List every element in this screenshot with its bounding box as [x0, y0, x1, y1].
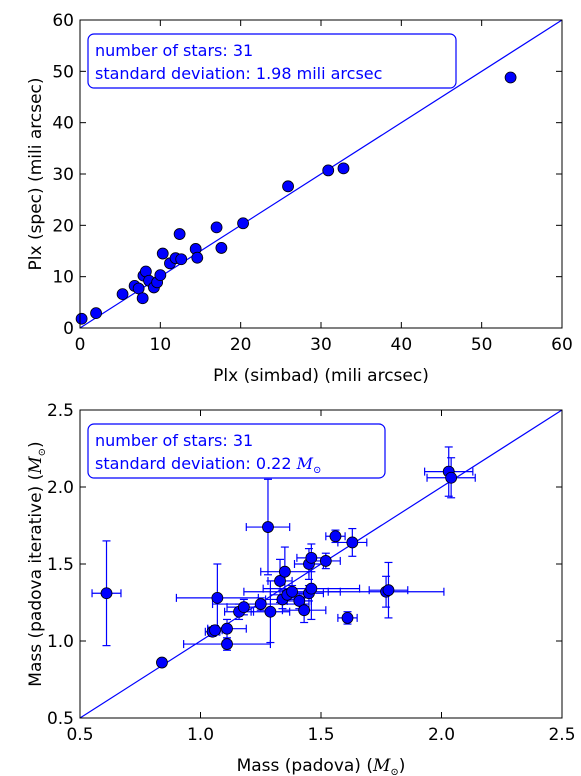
mass-point-1 — [156, 656, 168, 669]
mass-y-axis-unit-subscript: ⊙ — [37, 448, 48, 456]
parallax-point-25 — [504, 71, 517, 84]
mass-point-6 — [221, 622, 233, 635]
parallax-point-18 — [191, 251, 204, 264]
parallax-point-23 — [322, 164, 335, 177]
mass-point-25 — [341, 612, 354, 624]
parallax-point-24 — [337, 162, 350, 175]
parallax-y-tick-label: 50 — [52, 62, 74, 82]
mass-point-23 — [319, 555, 332, 567]
mass-annotation-unit-subscript: ⊙ — [313, 465, 321, 476]
mass-y-axis-label: Mass (padova iterative) (M⊙) — [26, 441, 48, 686]
mass-annotation-text: standard deviation: 0.22 — [95, 454, 297, 473]
parallax-point-12 — [156, 247, 169, 260]
mass-point-17 — [293, 595, 306, 607]
mass-point-3 — [209, 624, 221, 637]
mass-y-axis-label-text: Mass (padova iterative) — [26, 480, 46, 686]
parallax-point-2 — [116, 288, 129, 301]
mass-x-tick-label: 2.0 — [428, 725, 455, 745]
parallax-point-4 — [132, 282, 145, 295]
parallax-y-tick-label: 10 — [52, 268, 74, 288]
parallax-x-tick-label: 50 — [471, 335, 493, 355]
mass-y-tick-label: 2.5 — [47, 401, 74, 421]
mass-annotation-line-2: standard deviation: 0.22 M⊙ — [95, 454, 321, 476]
parallax-x-tick-label: 10 — [150, 335, 172, 355]
mass-point-10 — [262, 521, 274, 533]
parallax-point-15 — [173, 228, 186, 240]
parallax-point-0 — [75, 312, 88, 325]
mass-point-0 — [100, 587, 113, 600]
parallax-ticks: 0 10 20 30 40 50 60 0 10 20 30 40 50 60 — [52, 11, 572, 355]
mass-x-axis-unit-subscript: ⊙ — [390, 767, 398, 776]
mass-y-tick-label: 2.0 — [47, 478, 74, 498]
mass-y-tick-label: 0.5 — [47, 709, 74, 729]
mass-point-4 — [211, 591, 224, 604]
parallax-point-22 — [282, 180, 294, 193]
parallax-chart: 0 10 20 30 40 50 60 0 10 20 30 40 50 60 number of sta… — [26, 11, 573, 386]
parallax-y-tick-label: 0 — [63, 319, 74, 339]
parallax-annotation-box: number of stars: 31 standard deviation: … — [87, 33, 457, 89]
mass-point-28 — [382, 584, 395, 597]
mass-x-axis-label-text: Mass (padova) — [237, 756, 367, 776]
mass-point-5 — [221, 638, 233, 650]
parallax-point-1 — [90, 307, 102, 320]
mass-x-tick-label: 1.5 — [307, 725, 334, 745]
parallax-x-tick-label: 0 — [75, 335, 86, 355]
mass-point-16 — [286, 585, 298, 598]
mass-x-axis-unit-symbol: M — [372, 756, 391, 776]
mass-y-tick-label: 1.5 — [47, 555, 74, 575]
parallax-x-tick-label: 40 — [391, 335, 413, 355]
mass-y-tick-label: 1.0 — [47, 632, 74, 652]
parallax-y-tick-label: 40 — [52, 114, 74, 134]
parallax-point-16 — [175, 253, 188, 266]
parallax-point-19 — [210, 221, 223, 234]
mass-x-axis-label: Mass (padova) (M⊙) — [237, 756, 406, 776]
mass-annotation-line-1: number of stars: 31 — [95, 431, 253, 450]
mass-point-26 — [346, 536, 359, 549]
parallax-point-11 — [154, 269, 167, 282]
parallax-x-tick-label: 30 — [310, 335, 332, 355]
parallax-points — [75, 71, 517, 325]
mass-annotation-unit-symbol: M — [296, 454, 314, 473]
mass-annotation-box: number of stars: 31 standard deviation: … — [87, 423, 386, 479]
mass-point-24 — [329, 530, 342, 543]
parallax-point-21 — [237, 217, 249, 230]
mass-y-axis-unit-symbol: M — [26, 456, 46, 475]
mass-point-11 — [264, 605, 277, 618]
parallax-y-tick-label: 30 — [52, 165, 74, 185]
parallax-point-20 — [215, 242, 228, 254]
parallax-x-tick-label: 60 — [551, 335, 573, 355]
parallax-annotation-line-2: standard deviation: 1.98 mili arcsec — [95, 64, 382, 83]
parallax-y-axis-label: Plx (spec) (mili arcsec) — [26, 77, 46, 270]
parallax-annotation-line-1: number of stars: 31 — [95, 41, 253, 60]
mass-point-8 — [237, 601, 250, 614]
mass-point-18 — [298, 604, 311, 617]
mass-point-21 — [305, 551, 318, 564]
mass-point-22 — [305, 582, 318, 595]
parallax-y-tick-label: 20 — [52, 216, 74, 236]
mass-x-tick-label: 1.0 — [187, 725, 214, 745]
mass-x-tick-label: 2.5 — [548, 725, 575, 745]
mass-point-30 — [445, 471, 458, 484]
parallax-x-tick-label: 20 — [230, 335, 252, 355]
parallax-x-axis-label: Plx (simbad) (mili arcsec) — [213, 366, 429, 386]
mass-point-14 — [278, 565, 291, 578]
mass-x-tick-label: 0.5 — [66, 725, 93, 745]
parallax-point-5 — [136, 292, 149, 305]
parallax-y-tick-label: 60 — [52, 11, 74, 31]
mass-point-9 — [254, 598, 267, 610]
mass-points — [100, 465, 458, 669]
mass-point-12 — [274, 575, 286, 587]
mass-ticks: 0.5 1.0 1.5 2.0 2.5 0.5 1.0 1.5 2.0 2.5 — [47, 401, 576, 745]
mass-chart: 0.5 1.0 1.5 2.0 2.5 0.5 1.0 1.5 2.0 2.5 number of… — [26, 401, 576, 776]
